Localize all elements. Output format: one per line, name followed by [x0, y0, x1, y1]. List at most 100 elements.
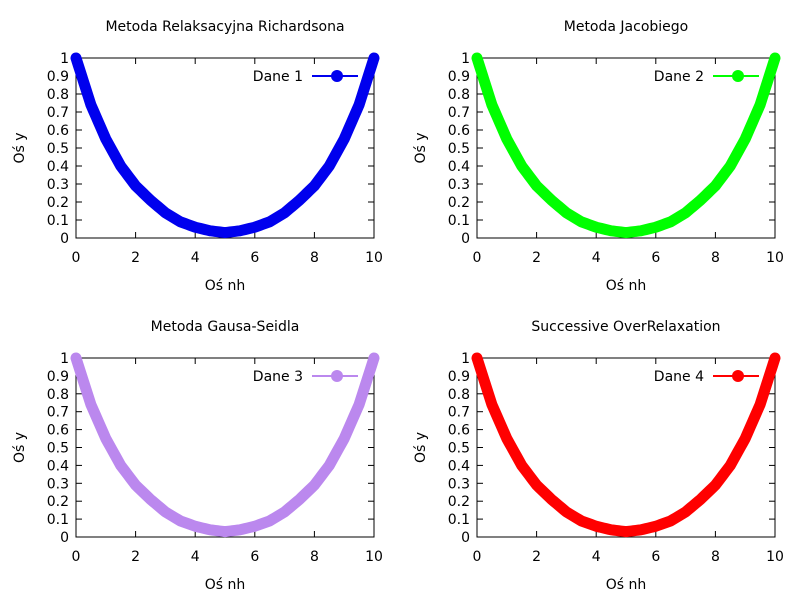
legend-swatch-marker	[732, 370, 744, 382]
data-point	[324, 460, 335, 471]
data-point	[100, 433, 111, 444]
y-tick-label: 0.2	[47, 494, 69, 510]
data-point	[531, 480, 542, 491]
x-tick-label: 8	[310, 250, 319, 266]
data-point	[516, 161, 527, 171]
data-point	[115, 161, 126, 171]
y-tick-label: 0.8	[448, 387, 470, 403]
data-point	[249, 521, 260, 532]
legend-label: Dane 1	[253, 69, 303, 85]
y-tick-label: 0.9	[448, 369, 470, 385]
y-axis-label: Oś y	[12, 132, 28, 163]
data-point	[576, 515, 587, 526]
data-point	[130, 480, 141, 491]
plot-frame	[476, 57, 776, 239]
y-tick-label: 0.2	[448, 195, 470, 211]
series-line	[70, 352, 380, 538]
y-tick-label: 0.7	[448, 405, 470, 421]
legend-swatch-marker	[331, 70, 343, 82]
data-point	[740, 134, 751, 144]
data-point	[680, 207, 691, 218]
data-point	[85, 99, 96, 110]
plot-frame	[75, 57, 375, 239]
x-axis-label: Oś nh	[606, 278, 647, 294]
x-tick-label: 10	[766, 549, 784, 565]
y-tick-label: 0.4	[448, 159, 470, 175]
y-tick-label: 0.5	[448, 441, 470, 457]
x-tick-label: 8	[711, 250, 720, 266]
x-tick-label: 6	[250, 250, 259, 266]
y-tick-label: 0.9	[47, 69, 69, 85]
legend-label: Dane 2	[654, 69, 704, 85]
y-tick-label: 0.8	[47, 387, 69, 403]
y-tick-label: 0	[60, 231, 69, 247]
y-tick-label: 1	[60, 351, 69, 367]
y-tick-label: 0.8	[448, 87, 470, 103]
data-point	[264, 216, 275, 227]
data-point	[324, 161, 335, 171]
data-point	[650, 222, 661, 233]
data-point	[680, 506, 691, 517]
x-axis-label: Oś nh	[205, 577, 246, 593]
y-tick-label: 0.3	[448, 177, 470, 193]
data-point	[650, 521, 661, 532]
x-tick-label: 6	[651, 549, 660, 565]
data-point	[234, 225, 245, 236]
x-tick-label: 2	[131, 549, 140, 565]
y-tick-label: 0.2	[448, 494, 470, 510]
x-tick-label: 0	[72, 250, 81, 266]
data-point	[145, 195, 156, 206]
data-point	[472, 353, 482, 363]
data-point	[770, 353, 780, 363]
x-tick-label: 10	[365, 549, 383, 565]
x-tick-label: 6	[250, 549, 259, 565]
legend-swatch-marker	[331, 370, 343, 382]
x-tick-label: 4	[191, 250, 200, 266]
y-tick-label: 1	[461, 51, 470, 67]
y-tick-label: 0.1	[47, 213, 69, 229]
y-tick-label: 0.9	[448, 69, 470, 85]
data-point	[115, 460, 126, 471]
y-tick-label: 0.6	[47, 423, 69, 439]
data-point	[369, 53, 379, 63]
data-point	[501, 134, 512, 144]
y-tick-label: 0.6	[47, 123, 69, 139]
y-tick-label: 0.3	[448, 476, 470, 492]
y-axis-label: Oś y	[413, 132, 429, 163]
y-tick-label: 0.8	[47, 87, 69, 103]
data-point	[220, 526, 230, 537]
data-point	[309, 180, 320, 191]
data-point	[591, 222, 602, 233]
chart-title: Metoda Relaksacyjna Richardsona	[105, 19, 344, 35]
data-point	[354, 399, 365, 410]
series-line	[471, 52, 781, 239]
x-tick-label: 2	[131, 250, 140, 266]
x-tick-label: 4	[592, 549, 601, 565]
data-point	[220, 227, 230, 238]
plot-frame	[75, 357, 375, 538]
x-tick-label: 8	[310, 549, 319, 565]
data-point	[710, 480, 721, 491]
x-tick-label: 8	[711, 549, 720, 565]
data-point	[309, 480, 320, 491]
data-point	[190, 222, 201, 233]
y-tick-label: 0	[461, 530, 470, 546]
y-tick-label: 0.2	[47, 195, 69, 211]
data-point	[190, 521, 201, 532]
y-tick-label: 0.3	[47, 476, 69, 492]
data-point	[740, 433, 751, 444]
data-point	[279, 207, 290, 218]
data-point	[339, 134, 350, 144]
series-line	[70, 52, 380, 239]
y-tick-label: 0.1	[448, 512, 470, 528]
y-tick-label: 0.1	[448, 213, 470, 229]
data-point	[354, 99, 365, 110]
data-point	[725, 460, 736, 471]
y-tick-label: 0.6	[448, 123, 470, 139]
data-point	[71, 353, 81, 363]
data-point	[205, 225, 216, 236]
x-tick-label: 2	[532, 250, 541, 266]
data-point	[770, 53, 780, 63]
y-axis-label: Oś y	[12, 432, 28, 463]
